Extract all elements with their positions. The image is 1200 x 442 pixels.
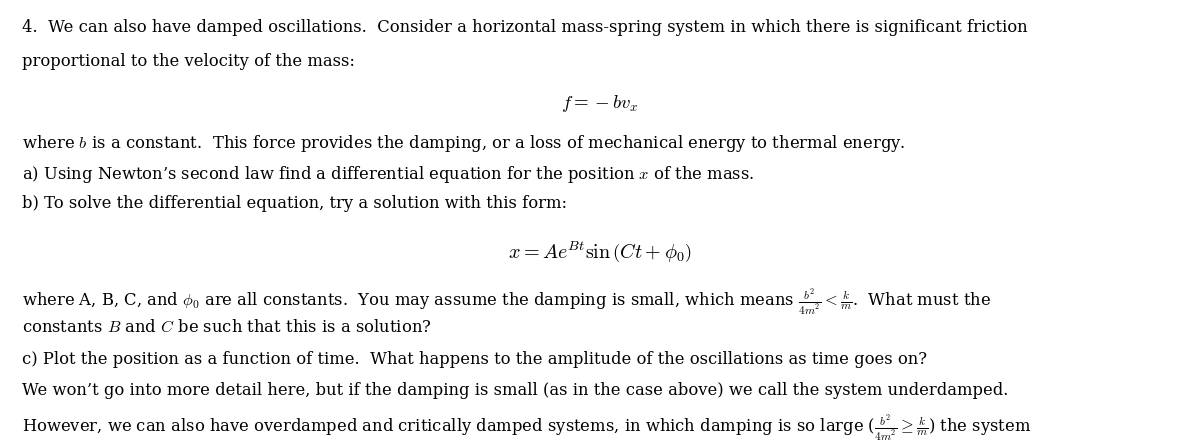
Text: a) Using Newton’s second law find a differential equation for the position $x$ o: a) Using Newton’s second law find a diff… (22, 164, 754, 185)
Text: However, we can also have overdamped and critically damped systems, in which dam: However, we can also have overdamped and… (22, 413, 1031, 442)
Text: proportional to the velocity of the mass:: proportional to the velocity of the mass… (22, 53, 355, 70)
Text: where A, B, C, and $\phi_0$ are all constants.  You may assume the damping is sm: where A, B, C, and $\phi_0$ are all cons… (22, 287, 991, 317)
Text: where $b$ is a constant.  This force provides the damping, or a loss of mechanic: where $b$ is a constant. This force prov… (22, 133, 905, 154)
Text: b) To solve the differential equation, try a solution with this form:: b) To solve the differential equation, t… (22, 195, 566, 212)
Text: We won’t go into more detail here, but if the damping is small (as in the case a: We won’t go into more detail here, but i… (22, 382, 1008, 399)
Text: constants $B$ and $C$ be such that this is a solution?: constants $B$ and $C$ be such that this … (22, 319, 431, 336)
Text: $x = Ae^{Bt}\sin\left(Ct + \phi_0\right)$: $x = Ae^{Bt}\sin\left(Ct + \phi_0\right)… (508, 240, 692, 265)
Text: $f = -bv_x$: $f = -bv_x$ (562, 93, 638, 114)
Text: 4.  We can also have damped oscillations.  Consider a horizontal mass-spring sys: 4. We can also have damped oscillations.… (22, 19, 1027, 35)
Text: c) Plot the position as a function of time.  What happens to the amplitude of th: c) Plot the position as a function of ti… (22, 351, 926, 367)
